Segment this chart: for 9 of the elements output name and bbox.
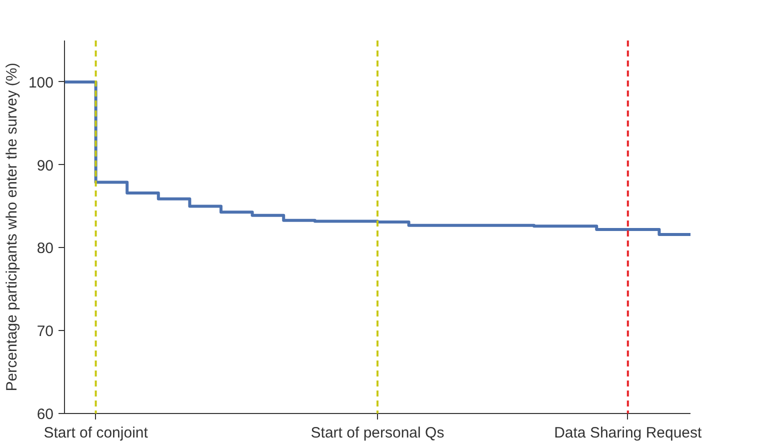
y-tick-label: 60 (36, 406, 54, 423)
y-tick-label: 70 (36, 323, 54, 340)
x-tick-label: Start of personal Qs (310, 424, 444, 442)
y-tick-label: 90 (36, 157, 54, 174)
x-tick-label: Data Sharing Request (554, 424, 703, 442)
x-tick-label: Start of conjoint (44, 424, 149, 442)
y-tick-label: 80 (36, 240, 54, 258)
y-axis-title: Percentage participants who enter the survey (%) (3, 62, 20, 392)
y-tick-label: 100 (28, 74, 54, 92)
